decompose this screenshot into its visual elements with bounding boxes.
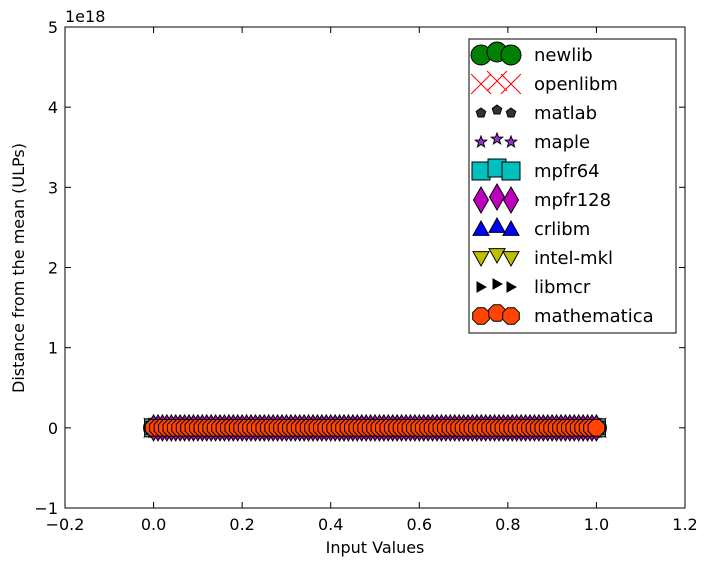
legend-marker	[472, 219, 490, 236]
legend-marker	[506, 281, 518, 293]
x-tick-label: 1.0	[584, 515, 609, 534]
legend-marker	[473, 134, 489, 149]
legend-label: libmcr	[534, 277, 591, 298]
x-tick-label: 0.2	[229, 515, 254, 534]
legend-marker	[472, 307, 490, 325]
legend-label: mpfr64	[534, 161, 600, 182]
legend-marker	[475, 107, 487, 118]
legend-marker	[502, 251, 520, 268]
legend-marker	[500, 44, 522, 66]
y-axis-label: Distance from the mean (ULPs)	[9, 143, 28, 393]
legend-entry-matlab: matlab	[475, 103, 597, 124]
legend-marker	[503, 134, 519, 149]
y-tick-label: −1	[34, 499, 58, 518]
legend-entry-openlibm: openlibm	[470, 70, 618, 95]
legend-marker	[489, 131, 505, 146]
x-tick-label: 0.0	[141, 515, 166, 534]
ticks-layer: −0.2 0.0 0.2 0.4 0.6 0.8 1.0 1.2 −1 0 1 2 3 4 5	[34, 18, 697, 534]
legend-marker	[472, 185, 490, 215]
legend-label: newlib	[534, 45, 593, 66]
legend-marker	[502, 307, 520, 325]
data-point	[587, 419, 606, 437]
legend-entry-mpfr128: mpfr128	[472, 182, 611, 215]
legend-marker	[488, 304, 506, 322]
x-tick-label: 0.6	[407, 515, 432, 534]
legend-entry-newlib: newlib	[470, 41, 593, 66]
legend-marker	[500, 73, 522, 95]
legend-marker	[501, 161, 521, 181]
legend-marker	[471, 161, 491, 181]
legend-label: openlibm	[534, 74, 618, 95]
legend-marker	[502, 185, 520, 215]
x-tick-label: 0.4	[318, 515, 343, 534]
legend-entry-crlibm: crlibm	[472, 216, 590, 240]
y-tick-label: 3	[48, 178, 58, 197]
x-axis-label: Input Values	[326, 538, 425, 557]
x-tick-label: 0.8	[495, 515, 520, 534]
legend-marker	[502, 219, 520, 236]
legend: newlib openlibm matlab maple mpfr64 mpfr128 cr…	[468, 38, 677, 334]
y-tick-label: 2	[48, 259, 58, 278]
legend-marker	[491, 104, 503, 115]
legend-label: maple	[534, 132, 590, 153]
x-tick-label: −0.2	[46, 515, 85, 534]
legend-label: matlab	[534, 103, 597, 124]
legend-marker	[488, 182, 506, 212]
legend-entry-intel-mkl: intel-mkl	[472, 248, 613, 269]
marks-layer	[143, 413, 607, 442]
legend-marker	[476, 281, 488, 293]
y-tick-label: 4	[48, 98, 58, 117]
offset-text: 1e18	[65, 7, 105, 26]
legend-entry-maple: maple	[473, 131, 590, 153]
y-tick-label: 1	[48, 339, 58, 358]
legend-marker	[505, 107, 517, 118]
legend-label: intel-mkl	[534, 248, 613, 269]
legend-marker	[472, 251, 490, 268]
legend-marker	[492, 278, 504, 290]
legend-entry-mpfr64: mpfr64	[471, 158, 600, 182]
y-tick-label: 5	[48, 18, 58, 37]
legend-label: mpfr128	[534, 190, 611, 211]
legend-entry-mathematica: mathematica	[472, 304, 654, 327]
legend-entry-libmcr: libmcr	[476, 277, 591, 298]
y-tick-label: 0	[48, 419, 58, 438]
x-tick-label: 1.2	[672, 515, 697, 534]
series-mathematica	[144, 419, 606, 437]
legend-marker	[486, 70, 508, 92]
legend-label: mathematica	[534, 306, 654, 327]
legend-marker	[488, 216, 506, 233]
legend-label: crlibm	[534, 219, 590, 240]
legend-marker	[488, 248, 506, 265]
